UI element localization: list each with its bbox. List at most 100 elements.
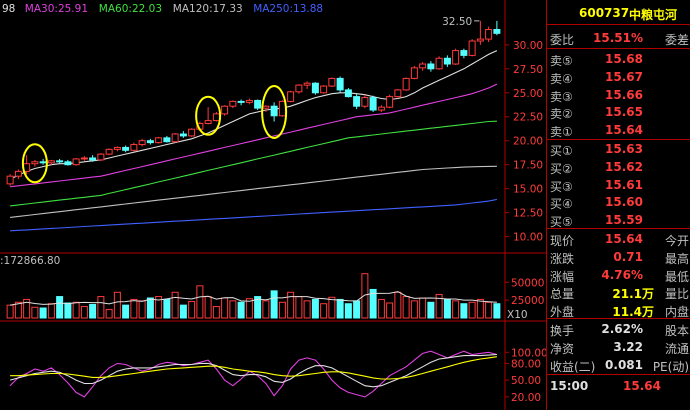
volume-bar [386, 302, 394, 319]
candle [188, 128, 196, 137]
candle [212, 113, 220, 122]
candle [89, 157, 97, 161]
y-tick-label: 25.00 [513, 88, 543, 100]
candle [31, 161, 39, 165]
volume-bar [493, 303, 501, 319]
quote-row: 换手 2.62% 股本 [547, 320, 690, 338]
volume-bar [23, 298, 31, 319]
volume-bar [122, 304, 130, 319]
quote-value: 3.22 [613, 339, 643, 354]
candle [179, 133, 187, 137]
y-tick-label: 27.50 [513, 64, 543, 76]
volume-bar [336, 298, 344, 319]
candle [303, 82, 311, 86]
quote-extra-label: 流通 [664, 341, 689, 356]
quote-row: 外盘 11.4万 内盘 [547, 301, 690, 319]
quote-panel: 600737 中粮屯河 委比 15.51% 委差 15:00 15.64 卖⑤ 1… [546, 0, 690, 410]
quote-extra-label: 最高 [664, 251, 689, 266]
divider [547, 228, 690, 229]
quote-extra-label: 今开 [664, 234, 689, 248]
quote-label: 卖⑤ [550, 54, 573, 68]
legend-item: MA250:13.88 [253, 3, 323, 15]
indicator-line [9, 350, 498, 398]
volume-bar [80, 306, 88, 319]
volume-bar [138, 300, 146, 319]
quote-value: 15.66 [605, 87, 643, 102]
quote-row: 卖⑤ 15.68 [547, 50, 690, 68]
candle [155, 137, 163, 144]
volume-bar [270, 290, 278, 319]
indicator-line [9, 353, 497, 388]
volume-bar [419, 297, 427, 319]
candle [419, 63, 427, 69]
volume-unit: X10 [507, 309, 528, 321]
candle [262, 105, 270, 109]
candle [39, 161, 47, 164]
y-tick-label: 50.00 [511, 375, 541, 387]
quote-extra-label: 最低 [664, 269, 689, 284]
candle [80, 157, 88, 160]
candle [460, 50, 468, 56]
ma-line-ma30 [10, 83, 498, 188]
quote-row: 卖④ 15.67 [547, 68, 690, 86]
candle [245, 99, 253, 103]
quote-value: 15.64 [605, 232, 643, 246]
volume-bar [113, 291, 121, 319]
candle [229, 100, 237, 107]
quote-extra-label: 量比 [664, 287, 689, 302]
quote-row: 现价 15.64 今开 [547, 230, 690, 248]
legend-item: MA30:25.91 [25, 3, 88, 15]
candle [72, 158, 80, 166]
y-tick-label: 10.00 [513, 232, 543, 244]
y-tick-label: 12.50 [513, 208, 543, 220]
candle [56, 160, 64, 163]
quote-extra-label: 股本 [664, 324, 689, 338]
volume-bar [130, 298, 138, 319]
volume-bar [14, 301, 22, 319]
quote-value: 0.71 [613, 249, 643, 264]
candle [163, 137, 171, 143]
candle [311, 82, 319, 94]
candle [270, 105, 278, 117]
volume-bar [328, 296, 336, 319]
volume-bar [320, 303, 328, 319]
indicator-line [10, 356, 497, 380]
candle [47, 160, 55, 164]
candle [452, 50, 460, 65]
volume-bar [89, 303, 97, 319]
stock-name: 中粮屯河 [629, 8, 678, 22]
candle [386, 96, 394, 108]
volume-bar [237, 301, 245, 319]
divider [547, 318, 690, 319]
volume-bar [196, 285, 204, 319]
quote-row: 买⑤ 15.59 [547, 211, 690, 229]
volume-bar [311, 298, 319, 319]
volume-bar [146, 297, 154, 319]
volume-bar [212, 306, 220, 319]
candle [427, 63, 435, 70]
y-tick-label: 100.00 [511, 347, 546, 359]
chart-area: 30.00 27.50 25.00 22.50 20.00 17.50 15.00 12.50… [0, 0, 546, 410]
volume-bar [229, 300, 237, 319]
quote-label: 换手 [550, 324, 575, 338]
volume-bar [163, 298, 171, 319]
price-panel: 30.00 27.50 25.00 22.50 20.00 17.50 15.00 12.50… [0, 0, 546, 410]
quote-value: 15.60 [605, 195, 643, 210]
candle [138, 140, 146, 146]
volume-bar [39, 307, 47, 319]
candle [369, 97, 377, 111]
quote-label: 净资 [550, 341, 575, 356]
candle [476, 38, 484, 42]
quote-label: 总量 [550, 287, 575, 302]
divider [547, 139, 690, 140]
ma-line-ma120 [10, 165, 497, 218]
volume-bar [245, 298, 253, 319]
quote-label: 买② [550, 161, 573, 176]
quote-row: 卖② 15.65 [547, 103, 690, 121]
volume-bar [254, 296, 262, 319]
quote-row: 涨跌 0.71 最高 [547, 248, 690, 266]
highlight-ellipse [261, 84, 288, 139]
candle [485, 29, 493, 40]
divider [547, 48, 690, 49]
